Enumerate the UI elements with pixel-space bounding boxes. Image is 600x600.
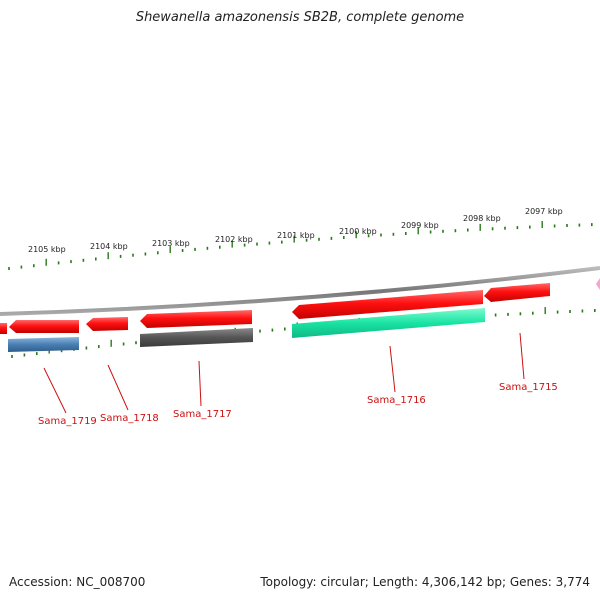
gene-leader-lines: [43, 332, 525, 414]
gene-arrow-red: [0, 323, 7, 334]
kbp-label-2101: 2101 kbp: [277, 231, 315, 240]
topology-label: Topology: circular; Length: 4,306,142 bp…: [260, 575, 590, 589]
accession-label: Accession: NC_008700: [9, 575, 146, 589]
kbp-label-2103: 2103 kbp: [152, 239, 190, 248]
genome-backbone: [0, 266, 600, 316]
gene-arrow-red: [86, 317, 128, 331]
gene-labels: Sama_1719 Sama_1718 Sama_1717 Sama_1716 …: [38, 382, 558, 427]
red-genes-track: [0, 283, 550, 334]
kbp-label-2097: 2097 kbp: [525, 207, 563, 216]
kbp-label-2105: 2105 kbp: [28, 245, 66, 254]
kbp-label-2098: 2098 kbp: [463, 214, 501, 223]
gene-arrow-red: [484, 283, 550, 302]
kbp-label-2102: 2102 kbp: [215, 235, 253, 244]
kbp-label-2100: 2100 kbp: [339, 227, 377, 236]
colored-genes-track: [8, 308, 485, 352]
gene-label-sama-1719: Sama_1719: [38, 416, 97, 427]
gene-block-gray: [140, 328, 253, 347]
gene-arrow-red: [140, 310, 252, 328]
gene-label-sama-1716: Sama_1716: [367, 395, 426, 406]
gene-arrow-red: [292, 290, 483, 319]
kbp-label-2104: 2104 kbp: [90, 242, 128, 251]
kbp-label-2099: 2099 kbp: [401, 221, 439, 230]
gene-label-sama-1718: Sama_1718: [100, 413, 159, 424]
genome-title: Shewanella amazonensis SB2B, complete ge…: [135, 10, 465, 25]
gene-arrow-pink: [596, 278, 600, 290]
upper-scale-ticks: [8, 221, 593, 270]
gene-label-sama-1715: Sama_1715: [499, 382, 558, 393]
gene-block-blue: [8, 337, 79, 352]
gene-block-green: [292, 308, 485, 338]
kbp-labels: 2105 kbp 2104 kbp 2103 kbp 2102 kbp 2101…: [28, 207, 563, 254]
gene-arrow-red: [9, 320, 79, 333]
gene-label-sama-1717: Sama_1717: [173, 409, 232, 420]
